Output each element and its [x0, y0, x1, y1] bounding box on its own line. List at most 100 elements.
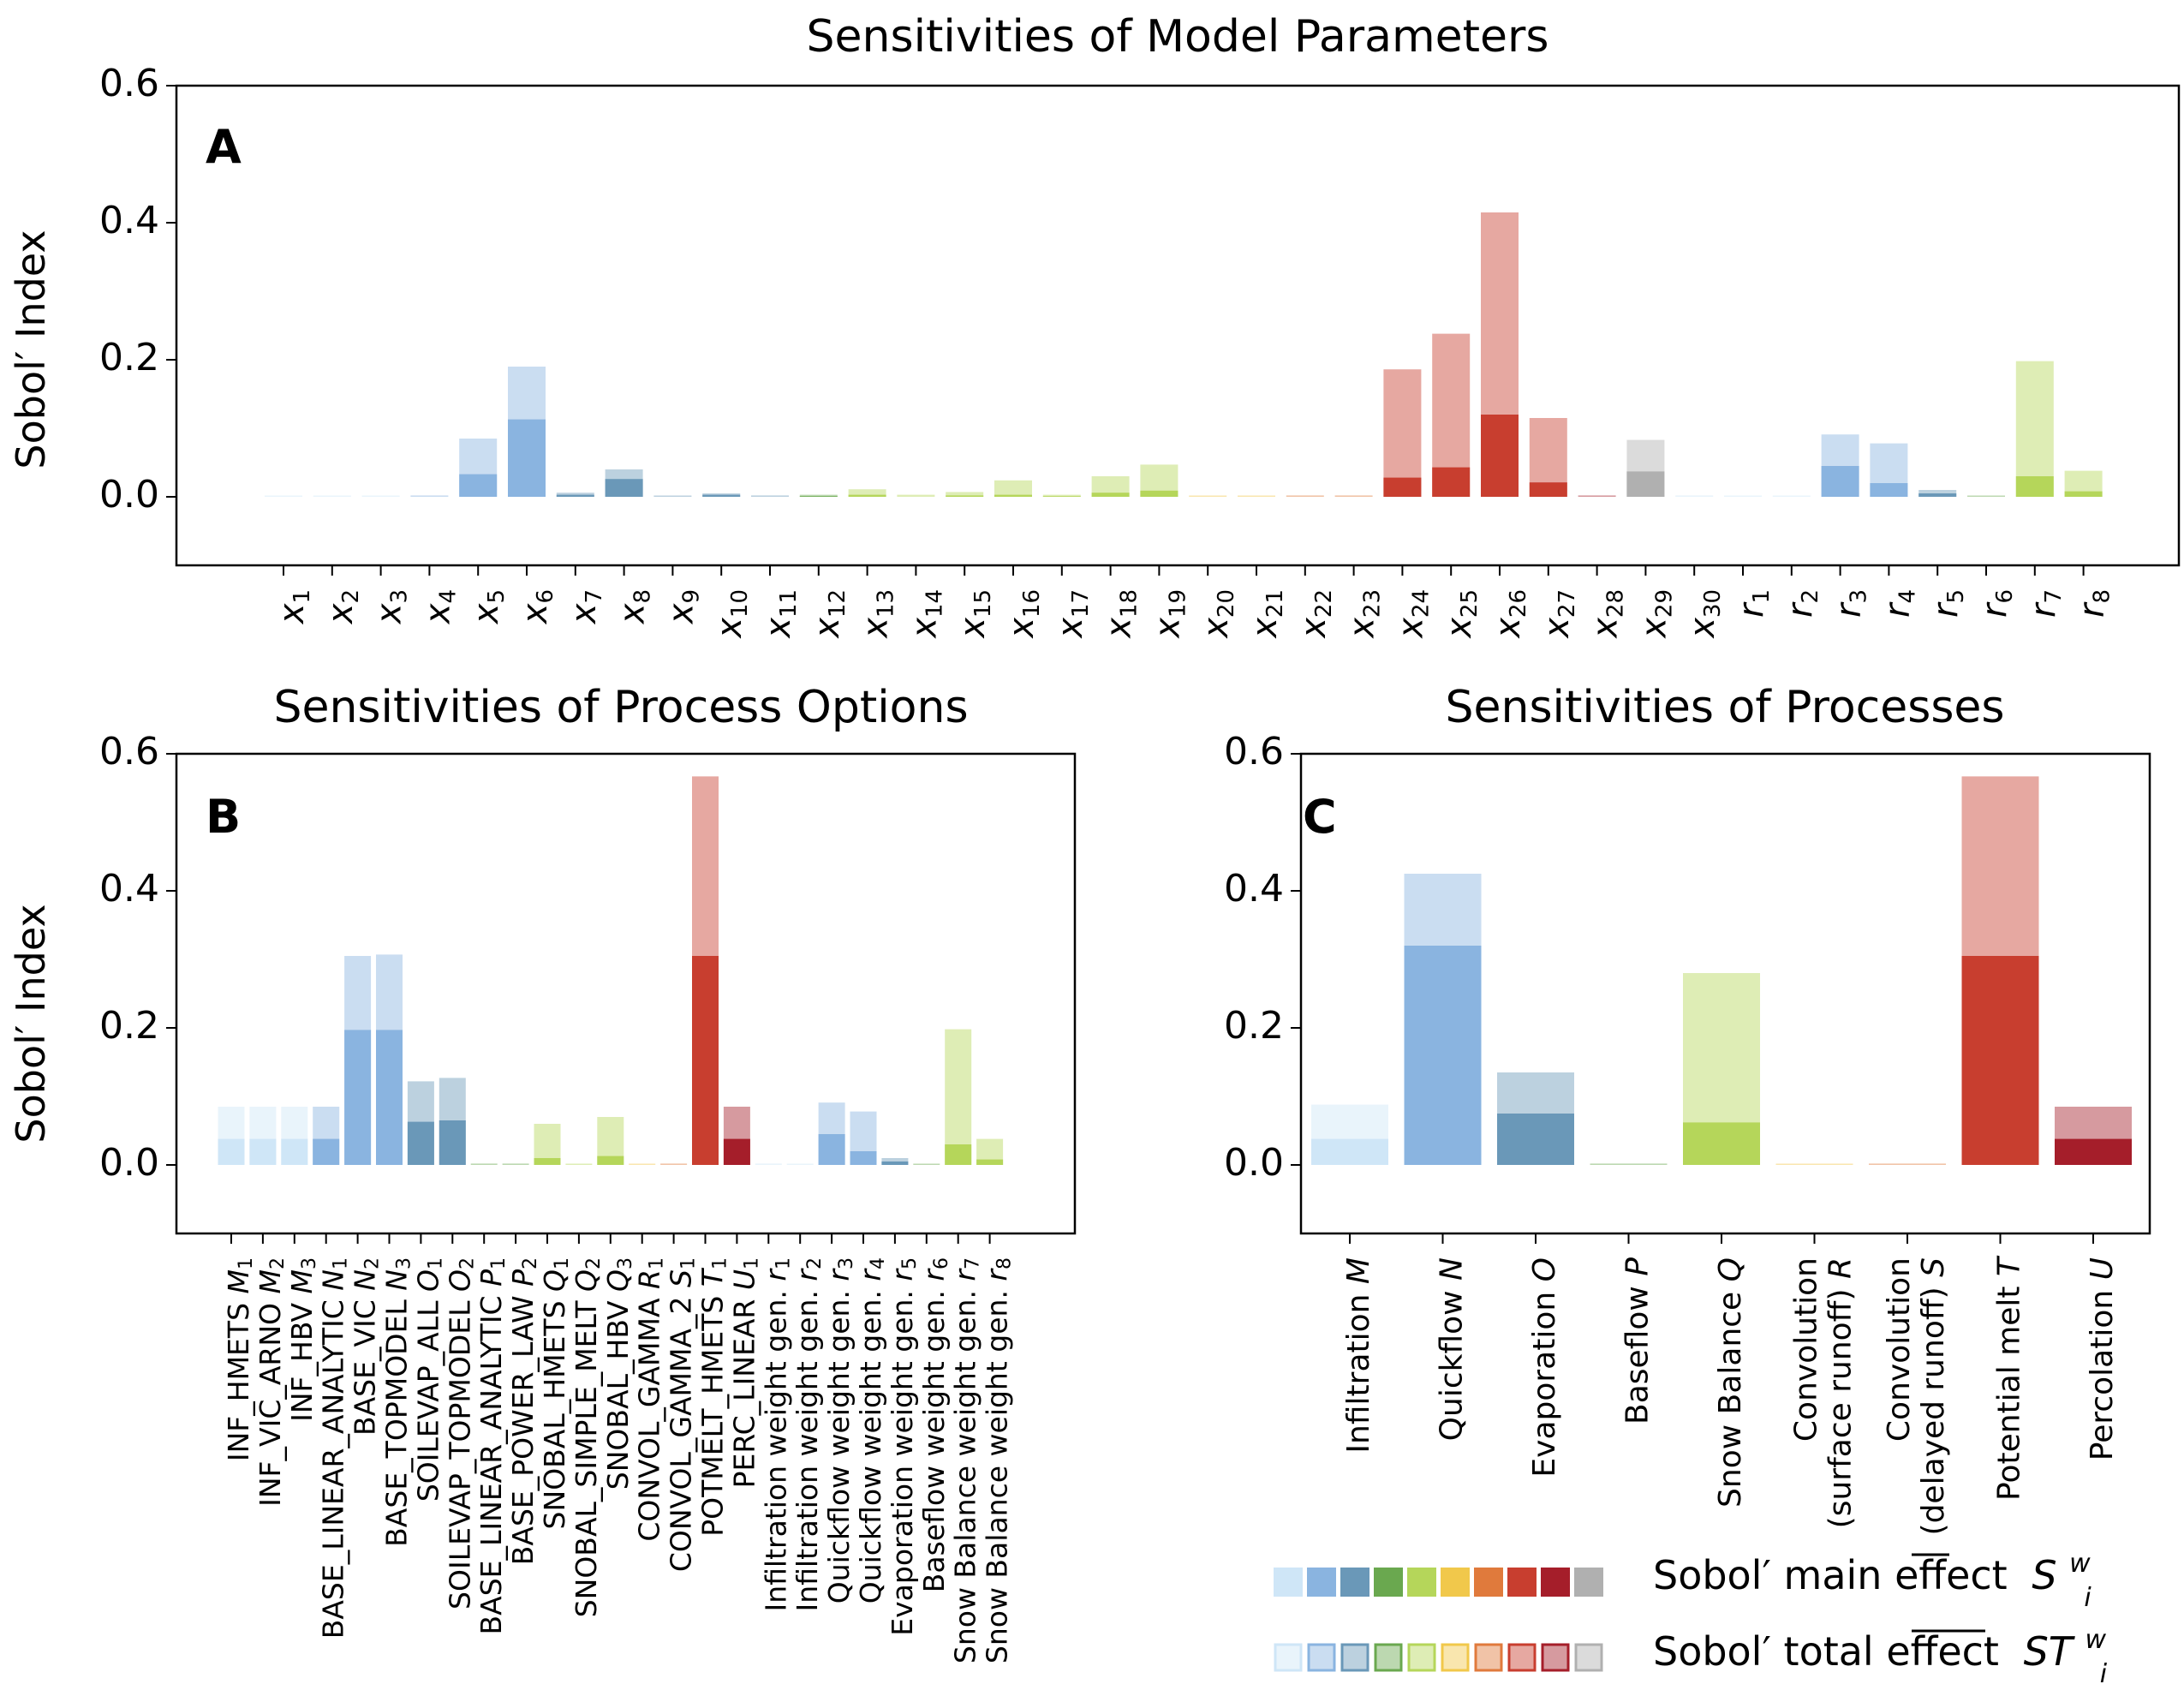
panel-a-bar-main-27	[1529, 482, 1567, 497]
panel-a-bar-main-35	[1918, 493, 1957, 497]
panel-b-xlabel-8: SOILEVAP_TOPMODEL O2	[443, 1257, 479, 1609]
panel-a-xlabel-2: x2	[321, 589, 364, 625]
panel-a-xlabel-7: x7	[564, 589, 607, 625]
legend-main-swatch-steel	[1340, 1568, 1369, 1597]
panel-a-xlabel-17: x17	[1051, 589, 1094, 640]
panel-a-bar-total-23	[1334, 495, 1373, 497]
legend-total-swatch-yellowgreen	[1407, 1643, 1436, 1672]
panel-b-label: B	[206, 790, 241, 844]
legend-main-swatch-yellow	[1441, 1568, 1470, 1597]
panel-c-label: C	[1303, 790, 1337, 844]
legend-total-swatch-lightblue	[1274, 1643, 1303, 1672]
panel-a-bar-total-22	[1286, 495, 1324, 497]
panel-b: Sensitivities of Process Options Sobol′ …	[8, 682, 1077, 1663]
legend-total-swatch-blue	[1307, 1643, 1336, 1672]
panel-a: Sensitivities of Model Parameters Sobol′…	[8, 11, 2181, 640]
legend-main-swatch-orange	[1474, 1568, 1503, 1597]
panel-c-xlabel-7-line-2: (delayed runoff) S	[1916, 1257, 1951, 1535]
panel-a-xlabel-30: x30	[1683, 589, 1726, 640]
panel-a-bar-total-20	[1189, 495, 1227, 497]
panel-a-xlabel-6: x6	[516, 589, 558, 625]
panel-c-bar-main-9	[2055, 1138, 2132, 1165]
panel-b-xlabel-1: INF_HMETS M1	[222, 1257, 258, 1461]
panel-b-xlabel-25: Snow Balance weight gen. r8	[980, 1257, 1016, 1663]
panel-a-bar-main-17	[1042, 496, 1081, 497]
panel-c-xlabel-4: Baseflow P	[1620, 1257, 1656, 1424]
legend-main-swatch-gray	[1574, 1568, 1603, 1597]
panel-c-bar-total-4	[1590, 1163, 1668, 1165]
panel-c-xlabel-2: Quickflow N	[1435, 1257, 1470, 1441]
panel-c-bar-main-3	[1497, 1114, 1574, 1165]
panel-a-xlabel-11: x11	[759, 589, 802, 640]
panel-c-bar-total-7	[1869, 1163, 1946, 1165]
panel-a-ytick-label-4: 0.0	[99, 473, 159, 517]
panel-a-xlabel-3: x3	[370, 589, 413, 625]
panel-a-bar-total-12	[799, 494, 838, 497]
panel-b-bar-total-19	[786, 1163, 814, 1165]
panel-b-ytick-label-1: 0.6	[99, 730, 159, 773]
panel-a-bar-total-14	[897, 494, 935, 497]
panel-b-bar-total-24	[945, 1029, 972, 1165]
legend-main-sup: w	[2069, 1549, 2091, 1579]
panel-b-xlabel-4: BASE_LINEAR_ANALYTIC N1	[316, 1257, 352, 1639]
panel-a-xlabel-9: x9	[661, 589, 704, 625]
panel-a-axes	[175, 84, 2181, 567]
panel-b-xlabel-24: Snow Balance weight gen. r7	[948, 1257, 984, 1663]
panel-b-xlabel-22: Evaporation weight gen. r5	[885, 1257, 921, 1636]
panel-a-xlabel-27: x27	[1537, 589, 1580, 640]
panel-c-ytick-label-4: 0.0	[1224, 1141, 1284, 1185]
panel-b-xlabel-18: Infiltration weight gen. r1	[759, 1257, 795, 1612]
panel-a-bar-total-16	[994, 480, 1032, 497]
panel-b-bar-main-11	[534, 1158, 561, 1165]
panel-a-bar-total-17	[1042, 494, 1081, 497]
panel-a-bar-total-31	[1724, 495, 1762, 497]
panel-a-bar-main-8	[605, 479, 643, 497]
panel-c-xlabel-6-line-2: (surface runoff) R	[1823, 1257, 1859, 1528]
panel-a-bar-main-24	[1383, 477, 1422, 497]
legend-main-sub: i	[2084, 1583, 2092, 1613]
panel-c-xlabel-8: Potential melt T	[1992, 1255, 2027, 1501]
legend-main-swatch-darkred	[1541, 1568, 1570, 1597]
panel-b-ylabel: Sobol′ Index	[8, 904, 54, 1143]
legend-main-swatch-red	[1507, 1568, 1537, 1597]
panel-a-xlabel-22: x22	[1294, 589, 1337, 640]
panel-a-bar-main-18	[1091, 493, 1130, 497]
panel-a-xlabel-33: r3	[1829, 589, 1872, 618]
panel-a-xlabel-24: x24	[1391, 589, 1434, 640]
panel-a-title: Sensitivities of Model Parameters	[807, 11, 1549, 63]
panel-b-bar-main-3	[281, 1138, 308, 1165]
panel-a-xlabel-15: x15	[953, 589, 996, 640]
panel-a-bar-main-10	[702, 494, 741, 497]
panel-a-bar-total-36	[1967, 495, 2005, 497]
panel-b-xlabel-13: SNOBAL_HBV Q3	[600, 1257, 636, 1490]
panel-a-bar-total-2	[313, 495, 351, 497]
panel-b-bar-total-12	[565, 1163, 593, 1165]
panel-b-bar-total-23	[913, 1163, 940, 1165]
panel-b-xlabel-21: Quickflow weight gen. r4	[854, 1257, 890, 1603]
panel-a-xlabel-5: x5	[467, 589, 510, 625]
panel-c-bar-main-2	[1404, 946, 1482, 1165]
panel-b-ytick-label-3: 0.2	[99, 1004, 159, 1048]
panel-a-bar-total-28	[1578, 495, 1616, 497]
legend-main-swatch-lightblue	[1274, 1568, 1303, 1597]
legend-total-swatch-green	[1374, 1643, 1403, 1672]
legend-main-swatch-green	[1374, 1568, 1403, 1597]
panel-b-bar-total-10	[502, 1163, 529, 1165]
panel-c-xlabel-3: Evaporation O	[1527, 1257, 1562, 1478]
legend-main-swatch-yellowgreen	[1407, 1568, 1436, 1597]
panel-a-bar-main-26	[1481, 415, 1519, 497]
panel-a-bar-main-16	[994, 494, 1032, 497]
legend-total-swatches	[1274, 1643, 1603, 1672]
panel-c-plot: Infiltration M Quickflow N Evaporation O Ba…	[1224, 730, 2151, 1535]
panel-a-bar-main-37	[2015, 476, 2054, 497]
panel-a-bar-main-7	[556, 494, 594, 497]
panel-a-bar-total-15	[946, 492, 984, 497]
panel-a-xlabel-16: x16	[1002, 589, 1045, 640]
panel-a-xlabel-26: x26	[1489, 589, 1531, 640]
legend-total-swatch-red	[1507, 1643, 1537, 1672]
panel-a-bar-main-15	[946, 495, 984, 497]
panel-a-plot: x1x2x3x4x5x6x7x8x9x10x11x12x13x14x15x16x…	[99, 62, 2181, 640]
panel-a-bar-total-1	[265, 495, 302, 497]
panel-b-ytick-label-4: 0.0	[99, 1141, 159, 1185]
